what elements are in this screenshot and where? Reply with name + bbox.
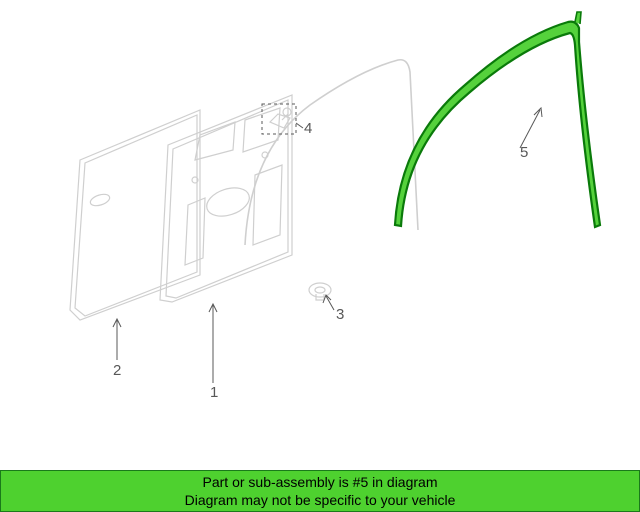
part-1-door-panel [70, 110, 200, 320]
parts-diagram: 1 2 3 4 5 [0, 0, 640, 470]
part-2-inner-panel [160, 95, 292, 302]
callout-3: 3 [336, 306, 344, 323]
callout-4: 4 [304, 120, 312, 137]
faded-weatherstrip [245, 60, 418, 245]
caption-line-2: Diagram may not be specific to your vehi… [185, 491, 456, 509]
callout-leaders [113, 104, 542, 383]
caption-line-1: Part or sub-assembly is #5 in diagram [203, 473, 438, 491]
part-3-clip [309, 283, 331, 300]
callout-1: 1 [210, 384, 218, 401]
part-5-weatherstrip-highlight [395, 12, 600, 227]
callout-2: 2 [113, 362, 121, 379]
diagram-svg [0, 0, 640, 470]
caption-bar: Part or sub-assembly is #5 in diagram Di… [0, 470, 640, 512]
callout-5: 5 [520, 144, 528, 161]
